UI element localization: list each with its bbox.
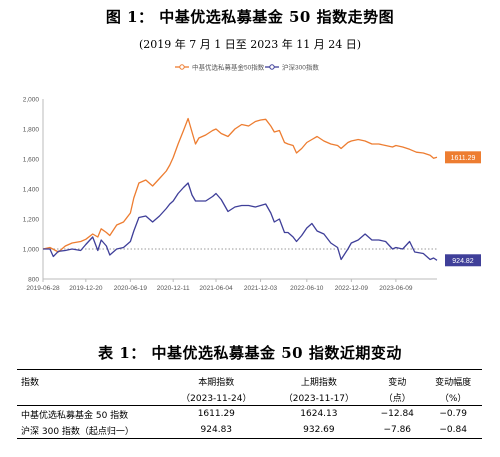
figure-title: 图 1： 中基优选私募基金 50 指数走势图 (105, 8, 395, 26)
x-tick-label: 2022-12-09 (335, 285, 369, 292)
cell-previous: 1624.13 (300, 409, 338, 419)
header-previous: 上期指数 (267, 369, 371, 389)
legend-swatch-marker (179, 64, 185, 70)
series-line-csi300 (43, 182, 438, 261)
end-label-box (445, 151, 481, 164)
y-tick-label: 2,000 (23, 97, 40, 104)
x-tick-label: 2020-06-19 (114, 285, 148, 292)
end-value-label: 924.82 (452, 258, 474, 265)
cell-previous: 932.69 (267, 422, 371, 439)
table-header-row: 指数 本期指数 上期指数 变动 变动幅度 (17, 369, 482, 389)
x-tick-label: 2021-06-04 (199, 285, 233, 292)
x-tick-label: 2021-12-03 (244, 285, 278, 292)
y-tick-label: 1,000 (23, 247, 40, 254)
index-change-table: 指数 本期指数 上期指数 变动 变动幅度 （2023-11-24） （2023-… (17, 369, 482, 439)
header-current-date: （2023-11-24） (165, 389, 268, 406)
cell-current: 924.83 (165, 422, 268, 439)
header-current: 本期指数 (165, 369, 268, 389)
table-title: 表 1： 中基优选私募基金 50 指数近期变动 (98, 344, 402, 362)
y-tick-label: 1,400 (23, 187, 40, 194)
x-tick-label: 2019-12-20 (69, 285, 103, 292)
cell-pct: −0.79 (439, 409, 467, 419)
cell-change: −7.86 (370, 422, 425, 439)
figure-subtitle: (2019 年 7 月 1 日至 2023 年 11 月 24 日) (138, 38, 362, 51)
table-header-subrow: （2023-11-24） （2023-11-17） （点） （%） (17, 389, 482, 406)
header-change-unit: （点） (370, 389, 425, 406)
y-tick-label: 1,200 (23, 217, 40, 224)
cell-name: 中基优选私募基金 50 指数 (21, 410, 129, 421)
cell-change: −12.84 (380, 409, 414, 419)
series-line-private-fund-50 (42, 117, 438, 253)
header-index-sub (17, 389, 165, 406)
x-tick-label: 2019-06-28 (26, 285, 60, 292)
table-row: 沪深 300 指数（起点归一） 924.83 932.69 −7.86 −0.8… (17, 422, 482, 439)
y-tick-label: 1,800 (23, 127, 40, 134)
x-tick-label: 2023-06-09 (379, 285, 413, 292)
table-row: 中基优选私募基金 50 指数 1611.29 1624.13 −12.84 −0… (17, 406, 482, 423)
x-tick-label: 2022-06-10 (290, 285, 324, 292)
header-index: 指数 (17, 369, 165, 389)
cell-pct: −0.84 (424, 422, 482, 439)
cell-name: 沪深 300 指数（起点归一） (17, 422, 165, 439)
header-change: 变动 (370, 369, 425, 389)
x-tick-label: 2020-12-11 (157, 285, 190, 292)
end-label-box (445, 254, 481, 267)
header-pct: 变动幅度 (424, 369, 482, 389)
legend-swatch-marker (269, 64, 275, 70)
y-tick-label: 1,600 (23, 157, 40, 164)
legend-entry-label: 沪深300指数 (282, 63, 319, 72)
legend-entry-label: 中基优选私募基金50指数 (192, 63, 265, 72)
line-chart: 2,000 1,800 1,600 1,400 1,200 1,000 8002019-06… (23, 63, 481, 292)
end-value-label: 1611.29 (451, 155, 476, 162)
cell-current: 1611.29 (197, 409, 235, 419)
header-previous-date: （2023-11-17） (267, 389, 371, 406)
header-pct-unit: （%） (424, 389, 482, 406)
y-tick-label: 800 (28, 277, 39, 284)
